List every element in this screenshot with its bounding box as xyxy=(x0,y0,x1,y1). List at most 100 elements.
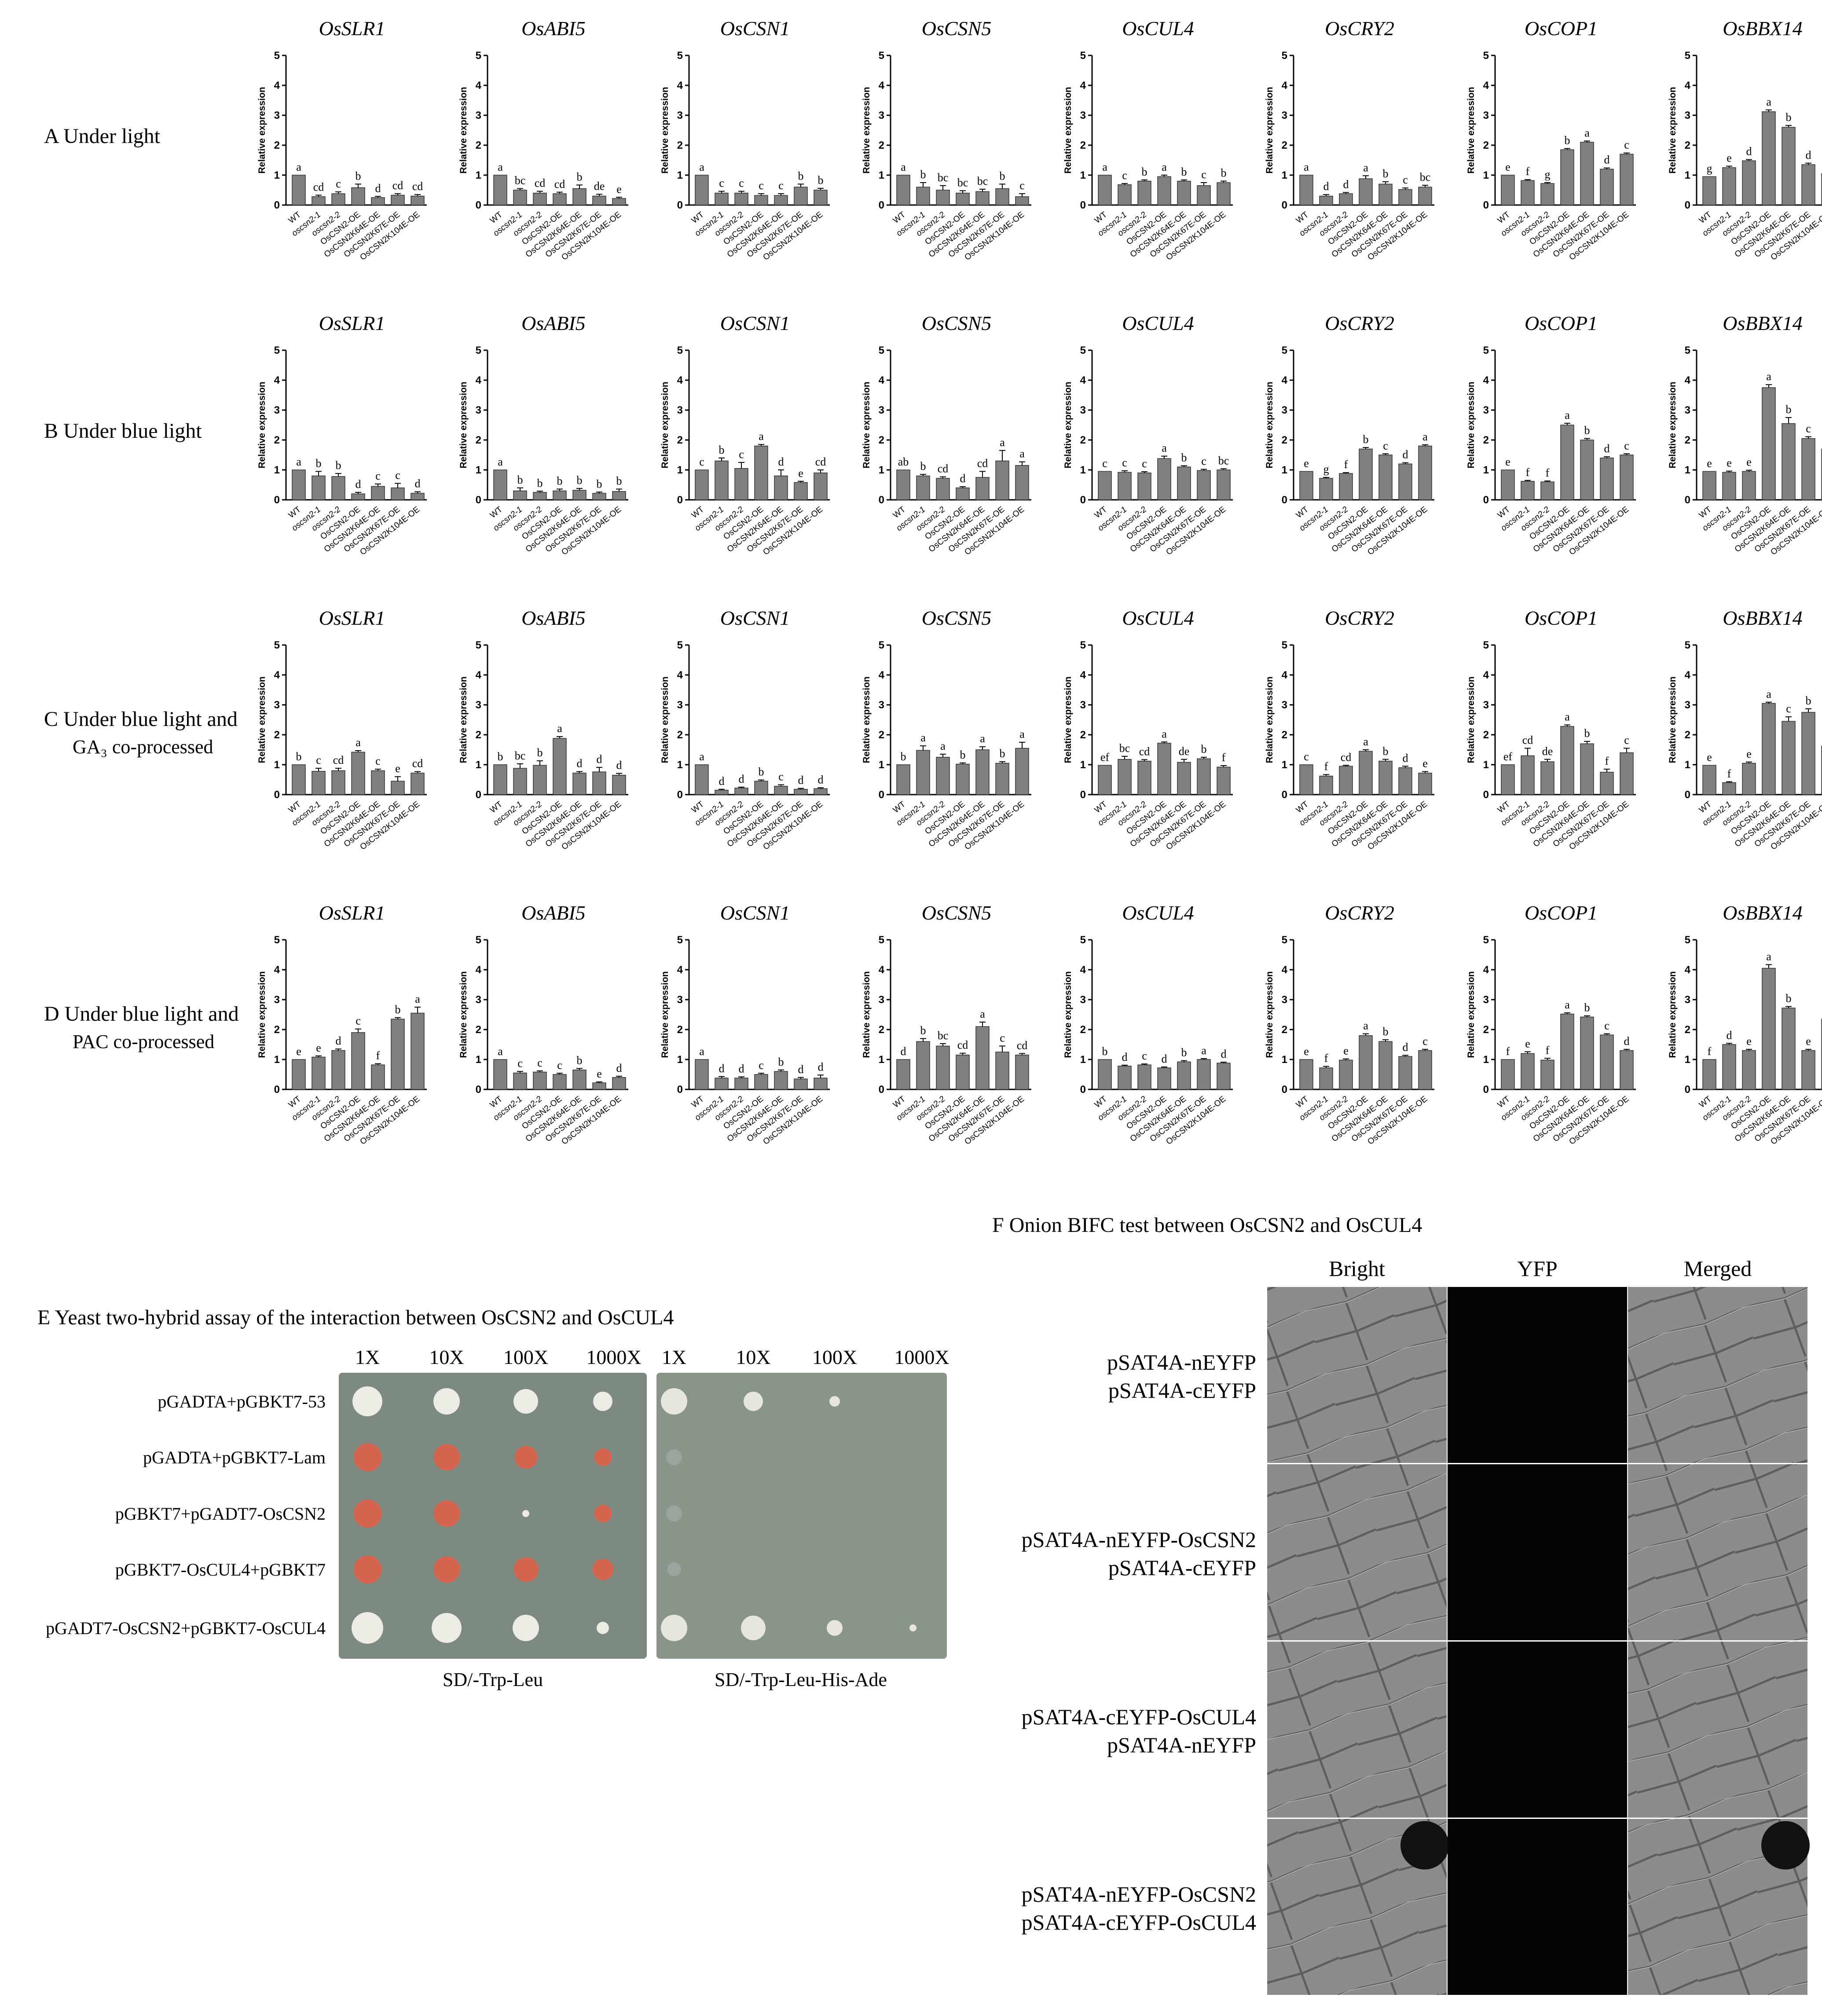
y-tick-label: 0 xyxy=(1483,1084,1489,1096)
significance-letter: b xyxy=(759,766,764,778)
significance-letter: d xyxy=(1403,751,1408,764)
bar xyxy=(1540,1059,1554,1090)
bar xyxy=(1137,180,1151,205)
bar xyxy=(1197,185,1211,205)
y-tick-label: 3 xyxy=(274,404,280,416)
bar xyxy=(1299,175,1313,205)
bifc-merged-image xyxy=(1628,1642,1807,1818)
significance-letter: b xyxy=(1102,1045,1108,1058)
bar xyxy=(754,781,768,795)
bar xyxy=(493,175,507,205)
bar xyxy=(1378,455,1393,500)
significance-letter: e xyxy=(1505,161,1510,173)
significance-letter: c xyxy=(1403,173,1408,186)
y-tick-label: 1 xyxy=(879,464,884,476)
y-tick-label: 0 xyxy=(1282,199,1287,211)
gene-title: OsCSN1 xyxy=(720,312,790,334)
significance-letter: a xyxy=(1422,430,1428,443)
bar xyxy=(1339,193,1353,205)
panel-e-title: E Yeast two-hybrid assay of the interact… xyxy=(37,1306,674,1329)
y-tick-label: 0 xyxy=(1080,494,1086,506)
significance-letter: c xyxy=(316,754,321,766)
y-tick-label: 3 xyxy=(1080,994,1086,1006)
y-tick-label: 2 xyxy=(1282,139,1287,151)
y-tick-label: 2 xyxy=(1080,434,1086,446)
yeast-colony xyxy=(829,1396,840,1407)
bar xyxy=(794,1078,808,1090)
y-tick-label: 5 xyxy=(1483,345,1489,356)
gene-title: OsCUL4 xyxy=(1122,17,1194,40)
bar xyxy=(1418,187,1432,205)
bar xyxy=(1560,726,1574,795)
dilution-label: 1X xyxy=(662,1346,686,1368)
significance-letter: b xyxy=(557,475,563,488)
y-axis-label: Relative expression xyxy=(660,676,670,763)
significance-letter: d xyxy=(577,757,583,770)
significance-letter: d xyxy=(901,1045,906,1058)
bar xyxy=(292,764,306,795)
significance-letter: b xyxy=(517,473,523,486)
bar xyxy=(956,193,970,205)
bar xyxy=(715,193,729,205)
significance-letter: d xyxy=(597,753,602,766)
bar xyxy=(774,786,788,795)
y-tick-label: 0 xyxy=(1080,1084,1086,1096)
bar xyxy=(1801,164,1815,205)
significance-letter: cd xyxy=(1341,751,1352,763)
yeast-colony xyxy=(741,1616,766,1640)
significance-letter: b xyxy=(1584,1001,1590,1014)
y-tick-label: 4 xyxy=(879,964,885,976)
y-tick-label: 0 xyxy=(1282,789,1287,801)
bar xyxy=(734,1078,748,1090)
y-tick-label: 3 xyxy=(1685,994,1690,1006)
y-tick-label: 4 xyxy=(1685,964,1691,976)
significance-letter: b xyxy=(316,457,322,469)
bar xyxy=(493,1059,507,1090)
bar xyxy=(1217,1063,1231,1090)
bar xyxy=(936,757,950,795)
y-tick-label: 1 xyxy=(1080,464,1086,476)
significance-letter: b xyxy=(1786,111,1792,124)
bar xyxy=(814,473,828,500)
bar xyxy=(533,765,547,795)
bar xyxy=(975,1026,990,1090)
y-tick-label: 0 xyxy=(677,199,683,211)
y-tick-label: 2 xyxy=(1483,729,1489,741)
y-tick-label: 5 xyxy=(274,934,280,946)
y-tick-label: 4 xyxy=(677,374,683,386)
y-tick-label: 2 xyxy=(1685,1024,1690,1036)
y-tick-label: 3 xyxy=(1282,994,1287,1006)
significance-letter: b xyxy=(597,477,602,490)
bar xyxy=(1398,1056,1412,1090)
bar xyxy=(371,486,385,500)
y-tick-label: 2 xyxy=(1282,1024,1287,1036)
y-tick-label: 3 xyxy=(879,110,884,121)
y-tick-label: 0 xyxy=(677,789,683,801)
significance-letter: f xyxy=(1708,1045,1712,1058)
significance-letter: e xyxy=(1525,1037,1530,1050)
panel-f-title: F Onion BIFC test between OsCSN2 and OsC… xyxy=(992,1213,1422,1237)
bar xyxy=(592,493,606,500)
significance-letter: cd xyxy=(977,457,988,469)
y-axis-label: Relative expression xyxy=(257,381,267,468)
y-tick-label: 4 xyxy=(1483,80,1489,92)
y-tick-label: 0 xyxy=(476,494,481,506)
bar xyxy=(391,194,405,205)
bar xyxy=(331,1050,345,1090)
significance-letter: e xyxy=(1727,152,1732,165)
y-tick-label: 3 xyxy=(677,110,683,121)
significance-letter: b xyxy=(1786,992,1792,1005)
bar xyxy=(1540,761,1554,795)
yeast-colony xyxy=(433,1388,460,1415)
significance-letter: cd xyxy=(313,181,324,194)
bar xyxy=(754,195,768,205)
y-tick-label: 2 xyxy=(274,434,280,446)
y-tick-label: 1 xyxy=(677,759,683,771)
significance-letter: b xyxy=(1181,165,1187,178)
bar xyxy=(1359,1035,1373,1090)
significance-letter: d xyxy=(818,1060,824,1073)
y-tick-label: 1 xyxy=(1483,759,1489,771)
significance-letter: cd xyxy=(392,179,403,192)
